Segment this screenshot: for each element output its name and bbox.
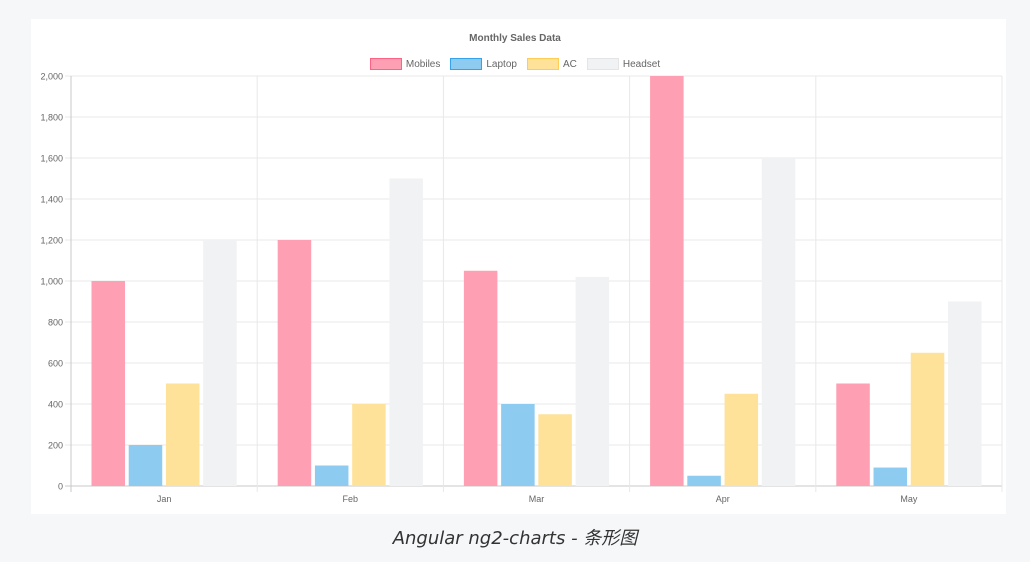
x-tick-label: Apr	[716, 494, 730, 504]
bar-mobiles-apr	[650, 76, 684, 486]
bar-ac-mar	[538, 414, 572, 486]
y-tick-label: 600	[48, 359, 63, 369]
legend-swatch-headset	[586, 58, 619, 70]
legend-swatch-laptop	[450, 58, 483, 70]
legend-swatch-ac	[526, 58, 559, 70]
bar-laptop-jan	[128, 445, 163, 486]
y-tick-label: 1,000	[40, 277, 63, 287]
bar-headset-may	[948, 301, 982, 486]
bar-mobiles-mar	[463, 270, 498, 486]
y-tick-label: 1,600	[40, 154, 63, 164]
x-tick-label: Feb	[343, 494, 359, 504]
legend-item-headset[interactable]: Headset	[586, 58, 661, 70]
y-tick-label: 800	[48, 318, 63, 328]
legend-item-laptop[interactable]: Laptop	[450, 58, 517, 70]
bar-ac-feb	[352, 404, 386, 486]
bar-headset-feb	[389, 178, 423, 486]
x-tick-label: Mar	[529, 494, 545, 504]
bar-headset-mar	[575, 276, 610, 486]
chart-legend: Mobiles Laptop AC Headset	[0, 58, 1030, 70]
legend-label-laptop: Laptop	[486, 58, 517, 70]
y-tick-label: 2,000	[40, 72, 63, 82]
bar-mobiles-feb	[277, 240, 312, 486]
legend-label-mobiles: Mobiles	[405, 58, 441, 70]
legend-item-ac[interactable]: AC	[526, 58, 577, 70]
x-tick-label: Jan	[157, 494, 172, 504]
legend-swatch-mobiles	[369, 58, 402, 70]
bar-headset-apr	[761, 158, 796, 486]
y-tick-label: 200	[48, 441, 63, 451]
bar-laptop-apr	[687, 475, 721, 486]
bar-mobiles-may	[836, 383, 870, 486]
bar-ac-may	[910, 352, 945, 486]
y-tick-label: 0	[58, 482, 63, 492]
bar-headset-jan	[203, 240, 237, 486]
bar-laptop-mar	[501, 404, 535, 486]
legend-label-ac: AC	[562, 58, 577, 70]
y-tick-label: 1,800	[40, 113, 63, 123]
x-tick-label: May	[900, 494, 918, 504]
bar-mobiles-jan	[91, 281, 125, 486]
legend-label-headset: Headset	[622, 58, 661, 70]
y-tick-label: 1,200	[40, 236, 63, 246]
figure-caption: Angular ng2-charts - 条形图	[392, 528, 638, 549]
bar-laptop-may	[873, 467, 908, 486]
chart-title: Monthly Sales Data	[469, 33, 561, 44]
bar-laptop-feb	[314, 465, 349, 486]
bar-ac-apr	[724, 393, 759, 486]
y-tick-label: 400	[48, 400, 63, 410]
bar-ac-jan	[165, 383, 200, 486]
y-tick-label: 1,400	[40, 195, 63, 205]
legend-item-mobiles[interactable]: Mobiles	[369, 58, 441, 70]
